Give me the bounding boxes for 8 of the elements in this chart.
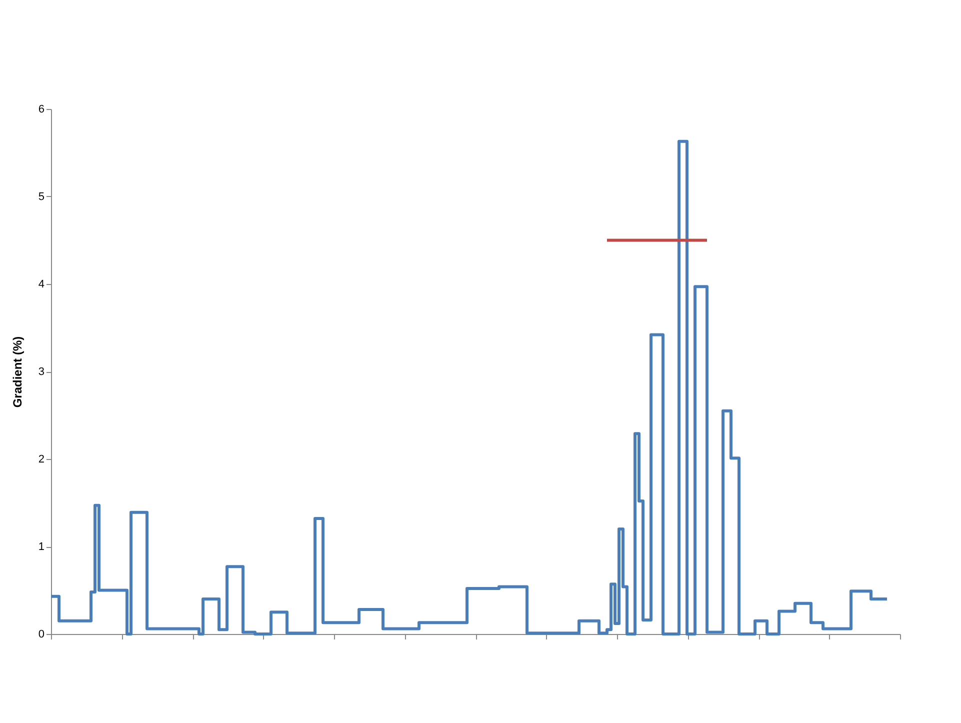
y-tick-label: 4 xyxy=(38,278,44,290)
y-tick-label: 0 xyxy=(38,628,44,640)
y-axis-title: Gradient (%) xyxy=(10,336,24,408)
y-tick-label: 6 xyxy=(38,104,44,116)
y-tick-label: 2 xyxy=(38,454,44,466)
y-tick-label: 1 xyxy=(38,541,44,553)
y-tick-label: 3 xyxy=(38,366,44,378)
y-tick-label: 5 xyxy=(38,191,44,203)
